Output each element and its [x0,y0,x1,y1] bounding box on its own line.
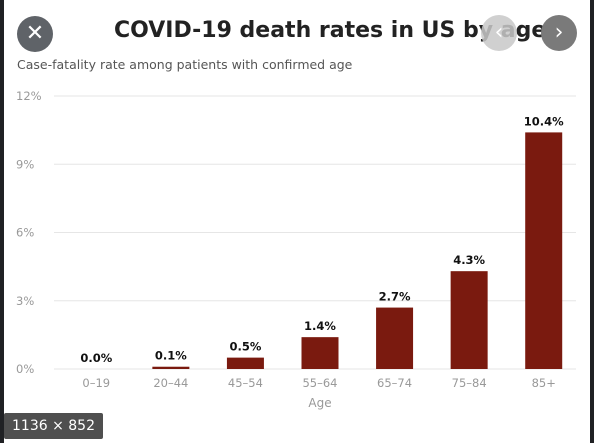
chart-subtitle: Case-fatality rate among patients with c… [17,57,353,72]
bar [376,307,414,369]
x-tick-label: 85+ [532,376,556,390]
image-dimensions-label: 1136 × 852 [4,413,103,439]
y-tick-label: 6% [16,226,34,240]
close-button[interactable]: ✕ [17,16,53,52]
data-label: 0.1% [155,349,187,363]
bar [450,271,488,369]
x-axis-label: Age [308,396,331,410]
y-tick-label: 12% [16,89,42,103]
bar-chart: 0% 3% 6% 9% 12% 0.0% 0–19 0.1% 20–44 0.5% 45–54 1.4… [16,89,576,410]
bar [152,366,190,369]
close-icon: ✕ [25,21,45,46]
bar [301,337,339,369]
y-tick-label: 0% [16,362,34,376]
x-tick-label: 45–54 [228,376,263,390]
data-label: 0.0% [80,351,112,365]
data-label: 10.4% [524,114,564,128]
x-tick-label: 20–44 [153,376,188,390]
chart-title: COVID-19 death rates in US by age [114,18,547,43]
data-label: 0.5% [229,340,261,354]
x-tick-label: 75–84 [452,376,487,390]
x-tick-label: 0–19 [82,376,110,390]
x-tick-label: 55–64 [302,376,337,390]
chevron-right-icon: › [554,20,564,45]
previous-image-button[interactable]: ‹ [481,15,517,51]
data-label: 2.7% [379,290,411,304]
y-tick-label: 3% [16,294,34,308]
y-tick-label: 9% [16,157,34,171]
next-image-button[interactable]: › [541,15,577,51]
data-label: 4.3% [453,253,485,267]
x-tick-label: 65–74 [377,376,412,390]
chevron-left-icon: ‹ [494,20,504,45]
bar [226,357,264,369]
data-label: 1.4% [304,319,336,333]
bar [525,132,563,369]
chart-card: COVID-19 death rates in US by age Case-f… [4,0,590,443]
